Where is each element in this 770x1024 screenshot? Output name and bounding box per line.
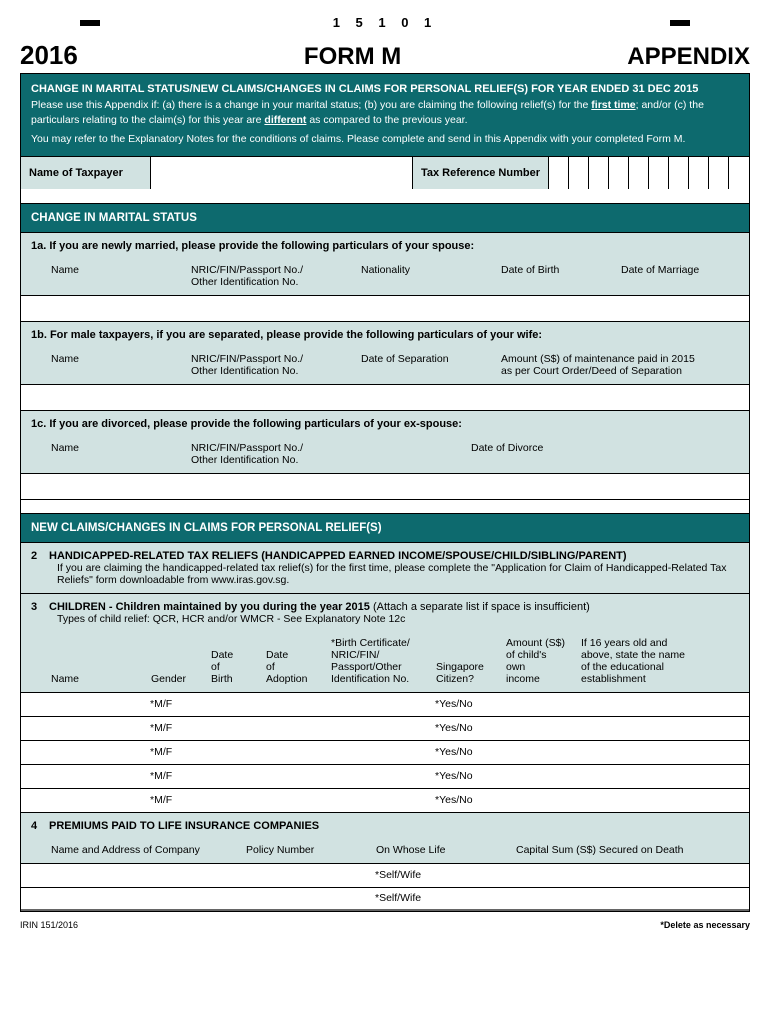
ch-school: If 16 years old andabove, state the name… <box>581 637 693 685</box>
item-4: 4PREMIUMS PAID TO LIFE INSURANCE COMPANI… <box>21 812 749 839</box>
footer: IRIN 151/2016 *Delete as necessary <box>20 920 750 930</box>
p-company: Name and Address of Company <box>51 844 246 856</box>
col-id: NRIC/FIN/Passport No./Other Identificati… <box>191 353 361 377</box>
ch-id: *Birth Certificate/NRIC/FIN/Passport/Oth… <box>331 637 436 685</box>
col-marriage: Date of Marriage <box>621 264 707 288</box>
col-nationality: Nationality <box>361 264 501 288</box>
q1b-input[interactable] <box>21 384 749 410</box>
col-divorce: Date of Divorce <box>471 442 551 466</box>
title-bar: 2016 FORM M APPENDIX <box>20 40 750 71</box>
form-title: FORM M <box>304 43 401 71</box>
col-dob: Date of Birth <box>501 264 621 288</box>
children-cols: Name Gender DateofBirth DateofAdoption *… <box>21 632 749 692</box>
q1c-input[interactable] <box>21 473 749 499</box>
item-3: 3CHILDREN - Children maintained by you d… <box>21 593 749 632</box>
crop-mark-right <box>670 20 690 26</box>
col-name: Name <box>51 442 191 466</box>
ch-income: Amount (S$)of child'sownincome <box>506 637 581 685</box>
child-row[interactable]: *M/F*Yes/No <box>21 716 749 740</box>
spacer <box>21 189 749 203</box>
intro-box: CHANGE IN MARITAL STATUS/NEW CLAIMS/CHAN… <box>21 74 749 156</box>
col-name: Name <box>51 353 191 377</box>
q1a-input[interactable] <box>21 295 749 321</box>
child-row[interactable]: *M/F*Yes/No <box>21 788 749 812</box>
intro-line2: You may refer to the Explanatory Notes f… <box>31 132 739 147</box>
footer-right: *Delete as necessary <box>660 920 750 930</box>
q1b: 1b. For male taxpayers, if you are separ… <box>21 321 749 348</box>
taxpayer-name-label: Name of Taxpayer <box>21 157 151 189</box>
tax-ref-label: Tax Reference Number <box>413 157 549 189</box>
intro-header: CHANGE IN MARITAL STATUS/NEW CLAIMS/CHAN… <box>31 82 739 98</box>
premium-cols: Name and Address of Company Policy Numbe… <box>21 839 749 863</box>
p-policy: Policy Number <box>246 844 376 856</box>
section-a-header: CHANGE IN MARITAL STATUS <box>21 203 749 232</box>
premium-row[interactable]: *Self/Wife <box>21 863 749 887</box>
form-page: CHANGE IN MARITAL STATUS/NEW CLAIMS/CHAN… <box>20 73 750 912</box>
taxpayer-row: Name of Taxpayer Tax Reference Number <box>21 156 749 189</box>
item-2: 2HANDICAPPED-RELATED TAX RELIEFS (HANDIC… <box>21 542 749 593</box>
col-id: NRIC/FIN/Passport No./Other Identificati… <box>191 264 361 288</box>
section-b-header: NEW CLAIMS/CHANGES IN CLAIMS FOR PERSONA… <box>21 513 749 542</box>
col-name: Name <box>51 264 191 288</box>
ch-dob: DateofBirth <box>211 649 266 685</box>
q1b-cols: Name NRIC/FIN/Passport No./Other Identif… <box>21 348 749 384</box>
col-id: NRIC/FIN/Passport No./Other Identificati… <box>191 442 471 466</box>
q1c-cols: Name NRIC/FIN/Passport No./Other Identif… <box>21 437 749 473</box>
appendix-label: APPENDIX <box>627 43 750 71</box>
q1a: 1a. If you are newly married, please pro… <box>21 232 749 259</box>
col-sep: Date of Separation <box>361 353 501 377</box>
p-whose: On Whose Life <box>376 844 516 856</box>
ch-adopt: DateofAdoption <box>266 649 331 685</box>
tax-ref-boxes[interactable] <box>549 157 749 189</box>
child-row[interactable]: *M/F*Yes/No <box>21 692 749 716</box>
form-code: 1 5 1 0 1 <box>333 15 438 30</box>
q1a-cols: Name NRIC/FIN/Passport No./Other Identif… <box>21 259 749 295</box>
ch-gender: Gender <box>151 673 211 685</box>
crop-mark-left <box>80 20 100 26</box>
taxpayer-name-input[interactable] <box>151 157 413 189</box>
intro-line1: Please use this Appendix if: (a) there i… <box>31 98 739 128</box>
ch-citizen: SingaporeCitizen? <box>436 661 506 685</box>
crop-marks: 1 5 1 0 1 <box>20 15 750 30</box>
footer-left: IRIN 151/2016 <box>20 920 78 930</box>
year: 2016 <box>20 40 78 71</box>
child-row[interactable]: *M/F*Yes/No <box>21 740 749 764</box>
q1c: 1c. If you are divorced, please provide … <box>21 410 749 437</box>
ch-name: Name <box>51 673 151 685</box>
p-capital: Capital Sum (S$) Secured on Death <box>516 844 692 856</box>
premium-row[interactable]: *Self/Wife <box>21 887 749 911</box>
spacer <box>21 499 749 513</box>
child-row[interactable]: *M/F*Yes/No <box>21 764 749 788</box>
col-maint: Amount (S$) of maintenance paid in 2015a… <box>501 353 703 377</box>
